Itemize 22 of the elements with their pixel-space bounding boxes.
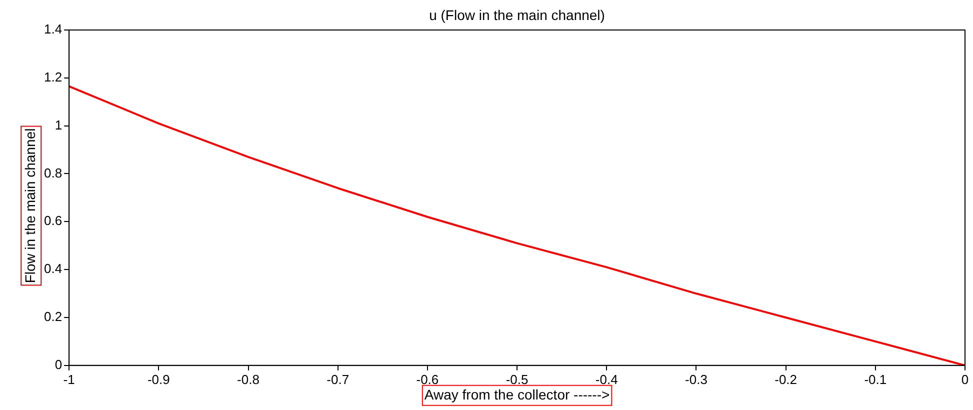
x-axis-title: Away from the collector ------>	[424, 386, 610, 402]
x-tick-label: -0.2	[774, 372, 798, 387]
x-tick-label: -0.3	[685, 372, 708, 387]
x-tick-label: 0	[961, 372, 969, 387]
x-tick-label: -0.4	[595, 372, 618, 387]
x-tick-label: -0.6	[416, 372, 439, 387]
y-axis-title: Flow in the main channel	[22, 128, 38, 284]
y-tick-label: 0.6	[44, 213, 62, 228]
x-tick-label: -1	[63, 372, 75, 387]
x-tick-label: -0.5	[506, 372, 528, 387]
x-tick-label: -0.8	[237, 372, 260, 387]
y-tick-label: 1	[54, 117, 62, 132]
x-tick-label: -0.9	[147, 372, 170, 387]
y-tick-label: 1.4	[44, 22, 62, 37]
x-tick-label: -0.7	[326, 372, 350, 387]
x-tick-label: -0.1	[864, 372, 887, 387]
y-tick-label: 0.2	[44, 309, 62, 324]
y-tick-label: 1.2	[44, 69, 62, 84]
chart-title: u (Flow in the main channel)	[429, 6, 605, 23]
y-tick-label: 0.8	[44, 165, 62, 180]
y-tick-label: 0	[54, 356, 62, 372]
y-tick-label: 0.4	[44, 261, 62, 276]
